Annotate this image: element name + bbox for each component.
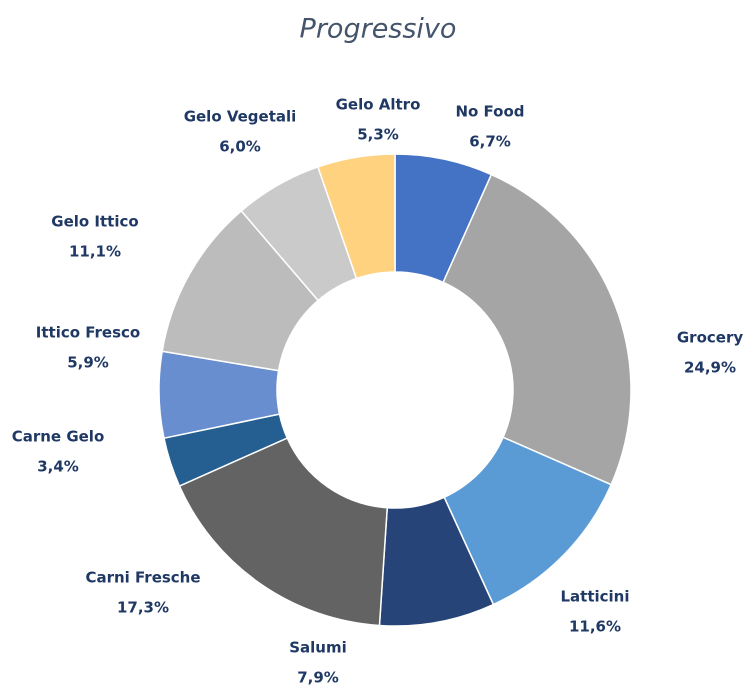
donut-slice [178, 437, 389, 627]
value-label: 5,3% [357, 126, 399, 144]
value-label: 11,6% [569, 618, 621, 636]
category-label: Gelo Ittico [51, 213, 138, 231]
value-label: 7,9% [297, 669, 339, 687]
chart-title: Progressivo [300, 14, 457, 45]
value-label: 5,9% [67, 354, 109, 372]
value-label: 6,0% [219, 138, 261, 156]
category-label: No Food [455, 103, 524, 121]
value-label: 24,9% [684, 359, 736, 377]
category-label: Gelo Altro [336, 96, 421, 114]
category-label: Grocery [677, 329, 743, 347]
category-label: Carni Fresche [85, 569, 200, 587]
donut-slice [316, 153, 396, 280]
value-label: 6,7% [469, 133, 511, 151]
value-label: 11,1% [69, 243, 121, 261]
value-label: 17,3% [117, 599, 169, 617]
donut-slice [442, 173, 632, 486]
category-label: Salumi [289, 639, 347, 657]
category-label: Gelo Vegetali [184, 108, 297, 126]
value-label: 3,4% [37, 458, 79, 476]
category-label: Ittico Fresco [36, 324, 140, 342]
category-label: Latticini [560, 588, 629, 606]
category-label: Carne Gelo [12, 428, 105, 446]
